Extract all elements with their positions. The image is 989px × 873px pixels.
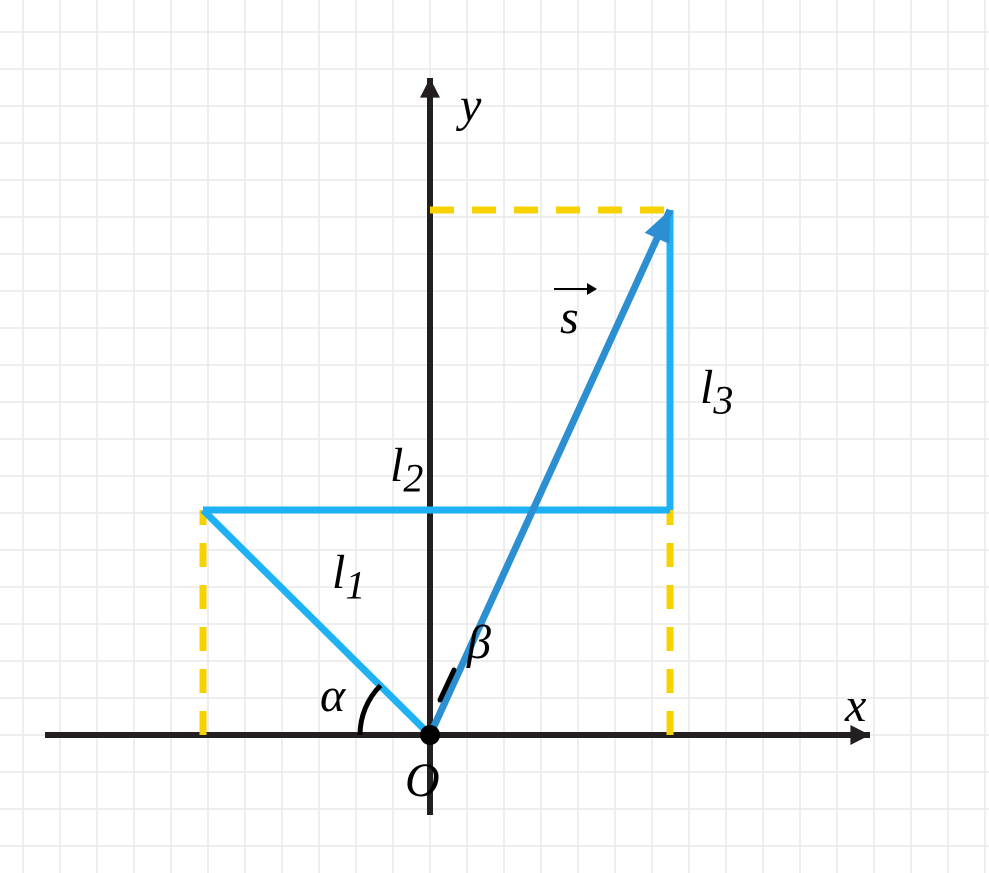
diagram-root: x y O α β l1 l2 l3 s: [0, 0, 989, 873]
y-axis-arrowhead: [420, 78, 440, 98]
origin-label: O: [405, 753, 440, 808]
alpha-arc: [360, 686, 381, 735]
vector-s: [430, 210, 670, 735]
l2-label: l2: [390, 438, 423, 502]
alpha-label: α: [320, 668, 345, 723]
origin-dot: [420, 725, 440, 745]
segment-l1: [203, 510, 430, 735]
l3-label: l3: [700, 360, 733, 424]
s-vector-label: s: [560, 290, 579, 345]
y-axis-label: y: [460, 78, 481, 133]
x-axis-label: x: [845, 678, 866, 733]
l1-label: l1: [332, 545, 365, 609]
beta-label: β: [467, 615, 491, 670]
diagram-svg: [0, 0, 989, 873]
grid: [0, 0, 989, 873]
